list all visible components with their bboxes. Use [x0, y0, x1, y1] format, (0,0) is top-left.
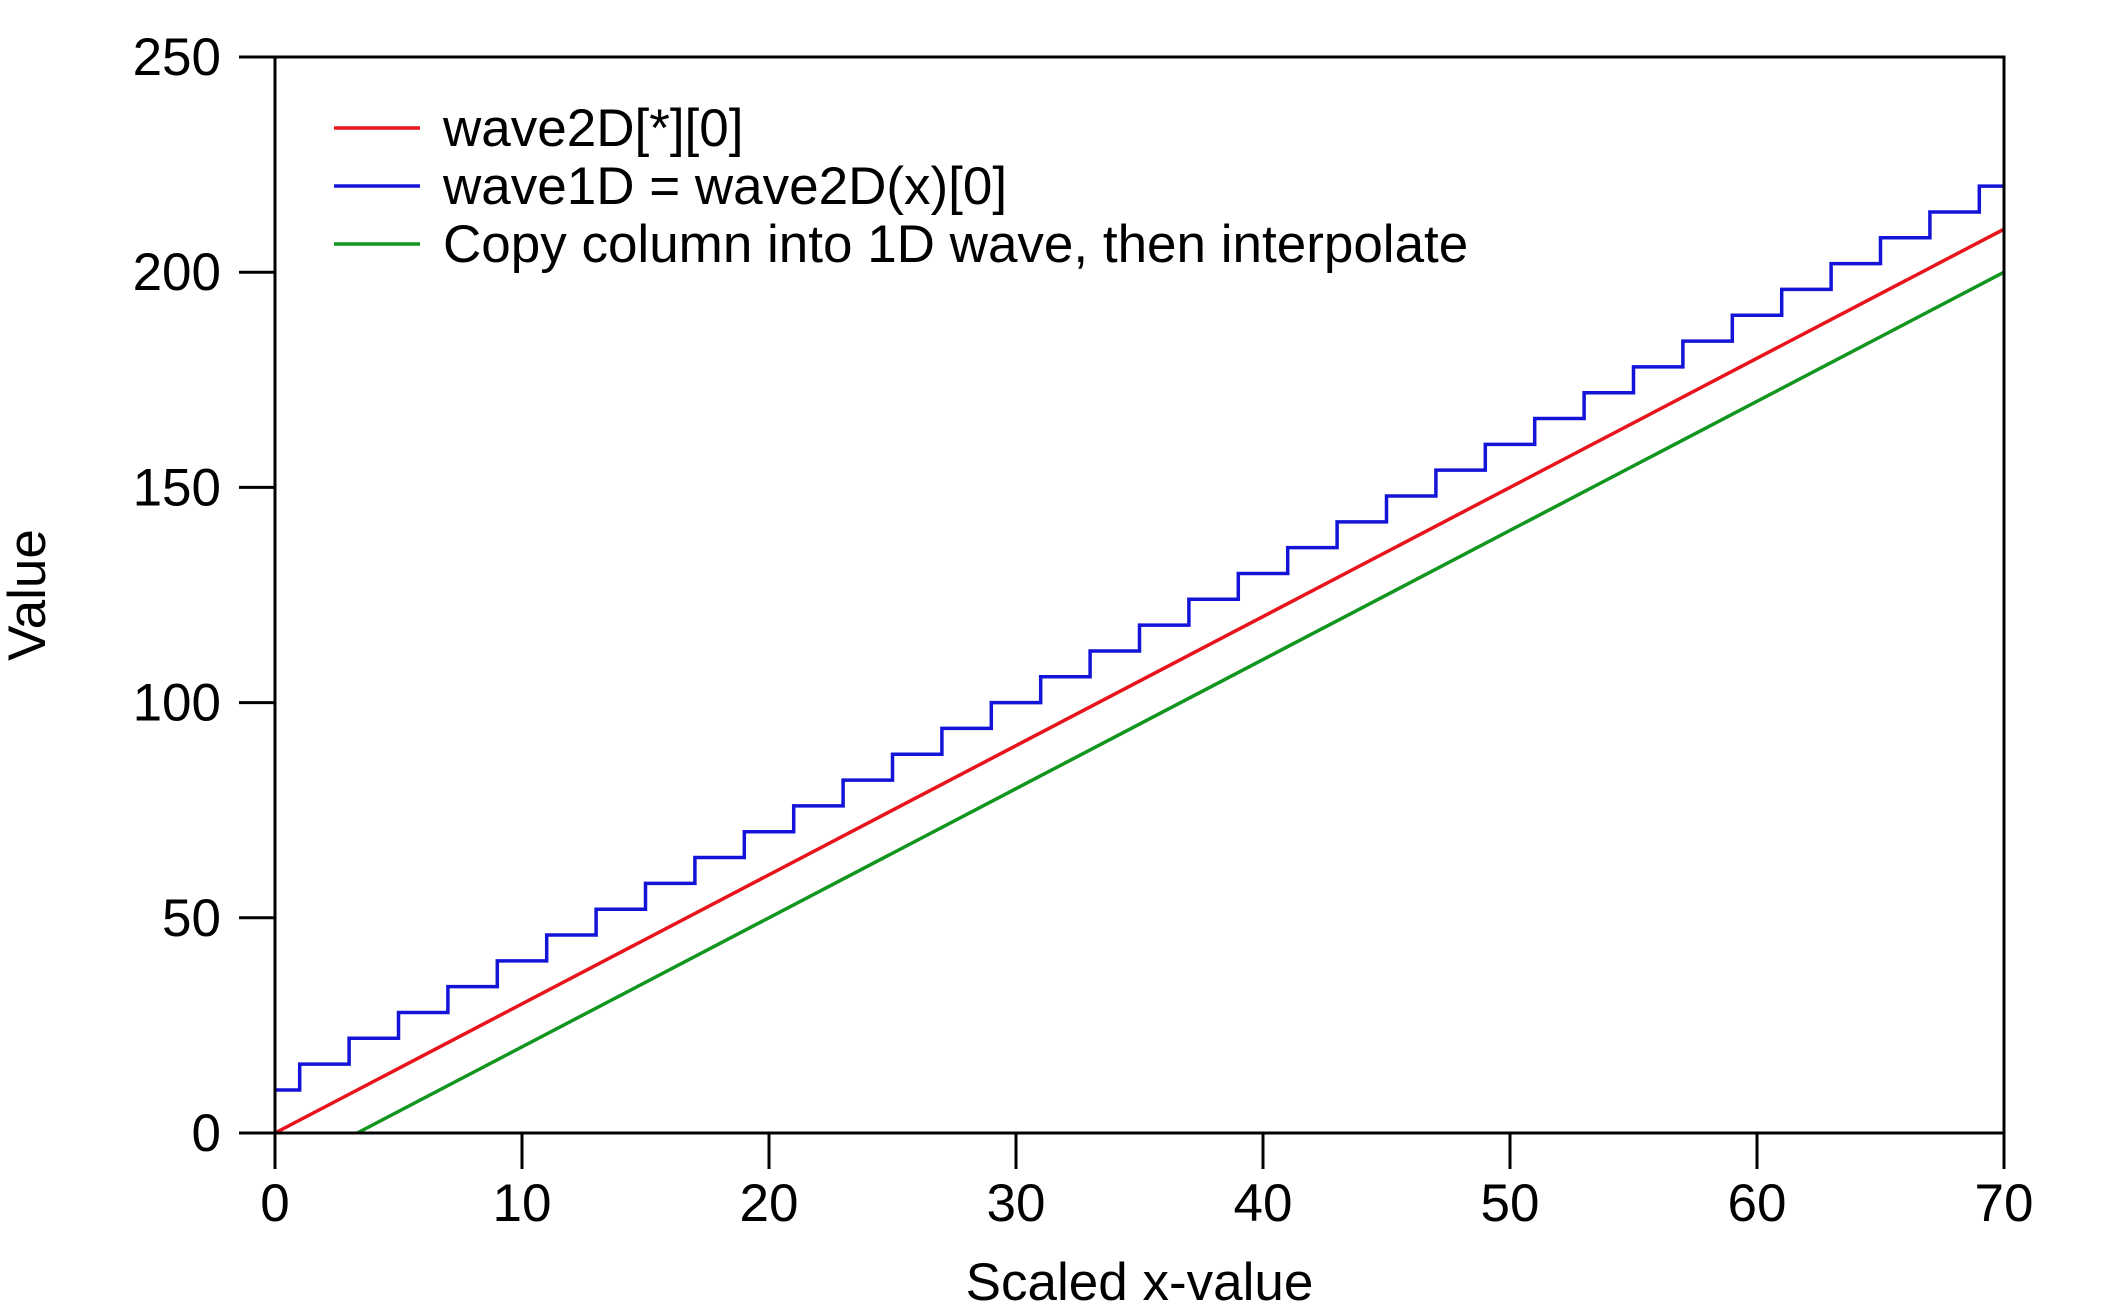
legend: wave2D[*][0]wave1D = wave2D(x)[0]Copy co…: [334, 99, 1468, 274]
x-tick-label: 40: [1234, 1174, 1293, 1233]
series-line-1: [274, 227, 2005, 1135]
series-line-2: [275, 184, 2004, 1092]
x-tick-label: 20: [740, 1174, 799, 1233]
y-tick-label: 250: [133, 28, 221, 87]
plot-frame: [273, 55, 2006, 1135]
series-line-3: [356, 270, 2005, 1135]
legend-label-3: Copy column into 1D wave, then interpola…: [443, 215, 1468, 274]
y-tick-label: 50: [162, 889, 221, 948]
x-tick-label: 70: [1975, 1174, 2034, 1233]
x-axis-title: Scaled x-value: [966, 1253, 1314, 1312]
x-tick-label: 10: [493, 1174, 552, 1233]
y-tick-label: 0: [192, 1104, 221, 1163]
x-tick-label: 60: [1728, 1174, 1787, 1233]
legend-label-2: wave1D = wave2D(x)[0]: [442, 157, 1007, 216]
y-tick-label: 150: [133, 458, 221, 517]
x-tick-label: 30: [987, 1174, 1046, 1233]
y-tick-label: 100: [133, 674, 221, 733]
axes: 0 10 20 30 40 50 60 70 0 50 100 150 200 250: [133, 28, 2034, 1233]
x-tick-label: 0: [260, 1174, 289, 1233]
y-tick-label: 200: [133, 243, 221, 302]
x-tick-label: 50: [1481, 1174, 1540, 1233]
plot-lines: [274, 184, 2005, 1135]
y-axis-title: Value: [0, 529, 57, 661]
legend-label-1: wave2D[*][0]: [442, 99, 743, 158]
